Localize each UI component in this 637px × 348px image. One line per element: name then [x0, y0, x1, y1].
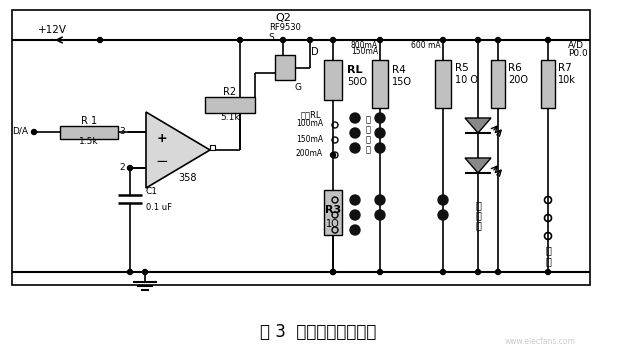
Circle shape: [378, 38, 382, 42]
Circle shape: [143, 269, 148, 275]
Circle shape: [350, 210, 360, 220]
Circle shape: [331, 269, 336, 275]
Text: R 1: R 1: [81, 116, 97, 126]
Text: 100mA: 100mA: [296, 119, 323, 128]
Text: 灯: 灯: [475, 220, 481, 230]
Bar: [60, 126, 118, 139]
Circle shape: [375, 210, 385, 220]
Text: 光: 光: [475, 210, 481, 220]
Text: +: +: [157, 132, 168, 144]
Text: R3: R3: [325, 205, 341, 215]
Circle shape: [127, 269, 132, 275]
Text: 短: 短: [366, 135, 371, 144]
Text: 输: 输: [366, 116, 371, 125]
Text: 10 O: 10 O: [455, 75, 478, 85]
Text: G: G: [294, 84, 301, 93]
Circle shape: [496, 38, 501, 42]
Text: 150mA: 150mA: [296, 134, 323, 143]
Text: D/A: D/A: [12, 127, 28, 135]
Circle shape: [475, 269, 480, 275]
Bar: [275, 55, 295, 80]
Text: C1: C1: [146, 188, 158, 197]
Circle shape: [31, 129, 36, 134]
Circle shape: [378, 269, 382, 275]
Text: RF9530: RF9530: [269, 23, 301, 32]
Text: R6: R6: [508, 63, 522, 73]
Polygon shape: [465, 158, 491, 173]
Polygon shape: [465, 118, 491, 133]
Text: 3: 3: [119, 127, 125, 136]
Text: 报: 报: [545, 245, 551, 255]
Circle shape: [308, 38, 313, 42]
Bar: [324, 190, 342, 235]
Circle shape: [331, 269, 336, 275]
Circle shape: [375, 143, 385, 153]
Text: P0.0: P0.0: [568, 49, 588, 58]
Text: 负载RL: 负载RL: [301, 111, 321, 119]
Text: −: −: [155, 155, 168, 169]
Text: 5.1k: 5.1k: [220, 112, 240, 121]
Text: 10k: 10k: [558, 75, 576, 85]
Text: www.elecfans.com: www.elecfans.com: [505, 338, 575, 347]
Circle shape: [438, 210, 448, 220]
Circle shape: [441, 269, 445, 275]
Text: 出: 出: [366, 126, 371, 134]
Circle shape: [350, 225, 360, 235]
Text: 闪: 闪: [475, 200, 481, 210]
Circle shape: [127, 166, 132, 171]
Circle shape: [97, 38, 103, 42]
Bar: [491, 60, 505, 108]
Bar: [210, 145, 215, 150]
Text: +12V: +12V: [38, 25, 66, 35]
Circle shape: [350, 143, 360, 153]
Text: 15O: 15O: [392, 77, 412, 87]
Circle shape: [331, 152, 336, 158]
Bar: [435, 60, 451, 108]
Text: 图 3  恒流源电路原理图: 图 3 恒流源电路原理图: [260, 323, 376, 341]
Bar: [205, 97, 255, 113]
Circle shape: [350, 195, 360, 205]
Text: 150mA: 150mA: [351, 47, 378, 56]
Text: 警: 警: [545, 256, 551, 266]
Circle shape: [350, 128, 360, 138]
Text: 路: 路: [366, 145, 371, 155]
Text: Q2: Q2: [275, 13, 291, 23]
Circle shape: [475, 38, 480, 42]
Text: A/D: A/D: [568, 40, 584, 49]
Circle shape: [438, 195, 448, 205]
Text: 1O: 1O: [326, 219, 340, 229]
Text: 20O: 20O: [508, 75, 528, 85]
Text: 200mA: 200mA: [296, 150, 323, 158]
Text: R5: R5: [455, 63, 469, 73]
Circle shape: [545, 38, 550, 42]
Text: 1.5k: 1.5k: [79, 137, 99, 147]
Circle shape: [545, 269, 550, 275]
Circle shape: [496, 269, 501, 275]
Bar: [372, 60, 388, 108]
Circle shape: [375, 128, 385, 138]
Text: 50O: 50O: [347, 77, 367, 87]
Bar: [12, 10, 590, 285]
Text: 600 mA: 600 mA: [412, 40, 441, 49]
Text: 2: 2: [119, 164, 125, 173]
Text: S: S: [268, 33, 274, 42]
Text: RL: RL: [347, 65, 362, 75]
Text: D: D: [311, 47, 318, 57]
Circle shape: [331, 38, 336, 42]
Circle shape: [375, 113, 385, 123]
Text: R2: R2: [224, 87, 236, 97]
Circle shape: [280, 38, 285, 42]
Circle shape: [350, 113, 360, 123]
Text: R7: R7: [558, 63, 572, 73]
Bar: [324, 60, 342, 100]
Bar: [541, 60, 555, 108]
Text: 0.1 uF: 0.1 uF: [146, 204, 172, 213]
Circle shape: [441, 38, 445, 42]
Circle shape: [375, 195, 385, 205]
Text: R4: R4: [392, 65, 406, 75]
Text: 800mA: 800mA: [351, 40, 378, 49]
Text: 358: 358: [179, 173, 197, 183]
Polygon shape: [146, 112, 210, 188]
Circle shape: [238, 38, 243, 42]
